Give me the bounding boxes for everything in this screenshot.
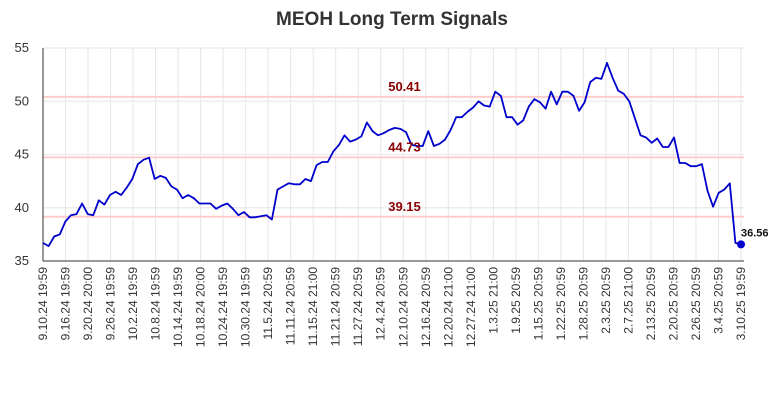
- y-tick-label: 45: [15, 147, 29, 162]
- x-tick-label: 9.26.24 19:59: [104, 267, 118, 341]
- x-tick-label: 10.18.24 20:00: [194, 267, 208, 347]
- x-tick-label: 9.16.24 19:59: [59, 267, 73, 341]
- x-tick-label: 2.13.25 20:59: [644, 267, 658, 341]
- x-tick-label: 11.21.24 20:59: [329, 267, 343, 347]
- x-tick-label: 11.15.24 21:00: [306, 267, 320, 347]
- x-tick-label: 10.8.24 19:59: [149, 267, 163, 341]
- x-tick-label: 12.16.24 20:59: [419, 267, 433, 347]
- x-tick-label: 9.20.24 20:00: [81, 267, 95, 341]
- x-tick-label: 2.3.25 20:59: [599, 267, 613, 334]
- x-tick-label: 1.28.25 20:59: [576, 267, 590, 341]
- x-tick-label: 10.24.24 19:59: [216, 267, 230, 347]
- labels: 50.41 44.73 39.15 36.56: [388, 79, 768, 240]
- reference-line-label: 50.41: [388, 79, 421, 94]
- x-tick-label: 12.10.24 20:59: [396, 267, 410, 347]
- x-tick-label: 11.11.24 20:59: [284, 267, 298, 346]
- x-tick-label: 12.20.24 21:00: [441, 267, 455, 347]
- x-tick-label: 2.20.25 20:59: [666, 267, 680, 341]
- x-tick-label: 11.5.24 20:59: [261, 267, 275, 340]
- x-tick-label: 2.7.25 21:00: [621, 267, 635, 334]
- last-price-label: 36.56: [741, 227, 769, 239]
- x-tick-label: 3.4.25 20:59: [711, 267, 725, 334]
- x-tick-label: 11.27.24 20:59: [351, 267, 365, 347]
- reference-lines: [43, 95, 744, 218]
- price-line: [42, 62, 742, 248]
- x-tick-label: 1.15.25 20:59: [531, 267, 545, 341]
- x-tick-label: 1.9.25 20:59: [509, 267, 523, 334]
- y-tick-label: 55: [15, 40, 29, 55]
- x-tick-label: 2.26.25 20:59: [689, 267, 703, 341]
- x-tick-label: 10.14.24 19:59: [171, 267, 185, 347]
- y-tick-label: 35: [15, 253, 29, 268]
- axes: 35 40 45 50 55 9.10.24 19:59 9.16.24 19:59 9.20…: [15, 40, 748, 347]
- reference-line-label: 44.73: [388, 139, 421, 154]
- y-tick-label: 40: [15, 200, 29, 215]
- x-tick-label: 12.4.24 20:59: [374, 267, 388, 341]
- x-tick-label: 10.30.24 19:59: [239, 267, 253, 347]
- x-tick-label: 10.2.24 19:59: [126, 267, 140, 341]
- x-tick-label: 1.22.25 20:59: [554, 267, 568, 341]
- series: [42, 62, 745, 249]
- x-tick-label: 12.27.24 21:00: [464, 267, 478, 347]
- x-tick-label: 1.3.25 21:00: [486, 267, 500, 334]
- chart-title: MEOH Long Term Signals: [276, 9, 508, 30]
- y-tick-label: 50: [15, 93, 29, 108]
- reference-line-label: 39.15: [388, 199, 421, 214]
- last-price-marker: [737, 240, 745, 249]
- x-tick-label: 3.10.25 19:59: [734, 267, 748, 341]
- x-tick-label: 9.10.24 19:59: [36, 267, 50, 341]
